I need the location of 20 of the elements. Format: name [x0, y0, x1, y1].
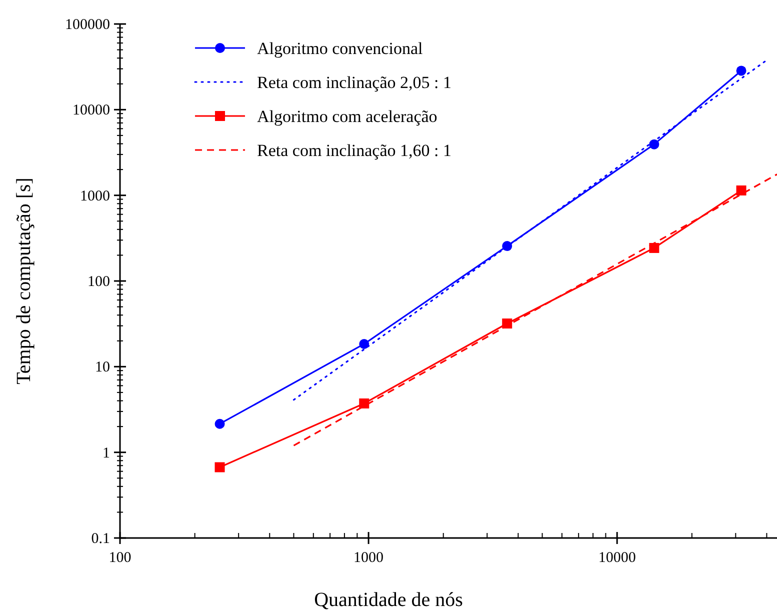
y-tick-label: 10 [95, 360, 110, 376]
point [214, 418, 225, 429]
legend-label: Reta com inclinação 1,60 : 1 [257, 141, 452, 160]
legend-label: Algoritmo com aceleração [257, 107, 438, 126]
y-tick-label: 10000 [72, 102, 110, 119]
legend-label: Algoritmo convencional [257, 39, 423, 58]
y-tick-label: 1000 [80, 188, 110, 204]
legend-label: Reta com inclinação 2,05 : 1 [257, 73, 452, 92]
x-tick-label: 10000 [598, 550, 636, 566]
point [359, 398, 370, 408]
y-tick-label: 100000 [65, 17, 110, 33]
x-tick-label: 100 [108, 550, 132, 566]
point [359, 338, 370, 349]
y-tick-label: 1 [102, 445, 110, 462]
y-tick-label: 0.1 [91, 531, 110, 547]
y-tick-label: 100 [88, 274, 110, 290]
point [214, 462, 225, 472]
x-tick-label: 1000 [354, 550, 384, 566]
y-axis-title: Tempo de computação [s] [13, 178, 35, 384]
x-axis-title: Quantidade de nós [314, 589, 464, 611]
